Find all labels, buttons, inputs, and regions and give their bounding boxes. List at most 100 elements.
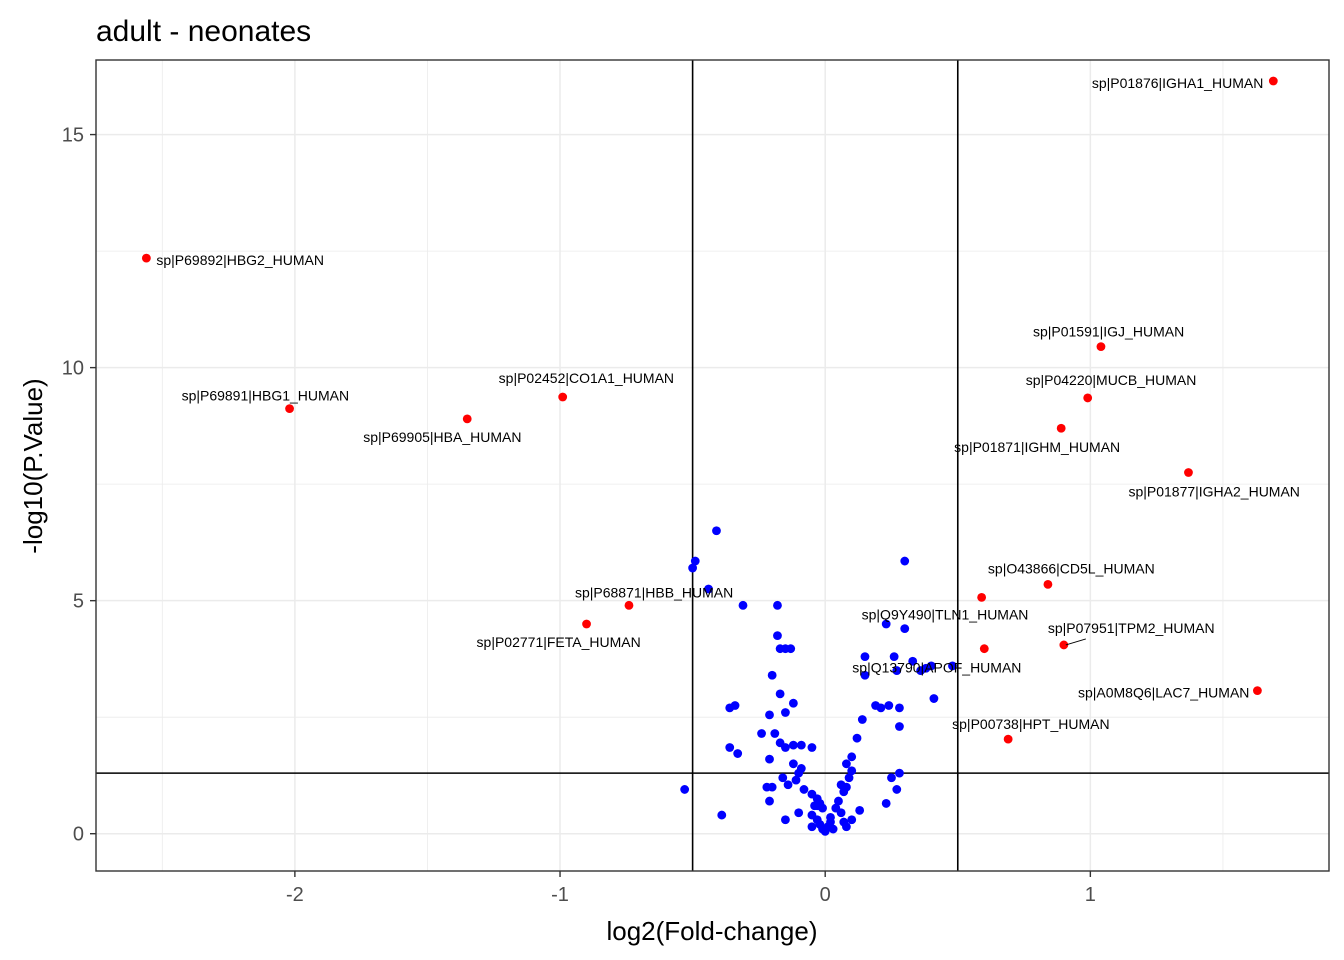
not-significant-point — [796, 740, 806, 750]
significant-point — [1059, 640, 1069, 650]
not-significant-point — [807, 822, 817, 832]
not-significant-point — [765, 754, 774, 764]
point-label: sp|Q9Y490|TLN1_HUMAN — [862, 606, 1029, 622]
not-significant-point — [767, 670, 777, 680]
not-significant-point — [836, 808, 846, 818]
not-significant-point — [757, 729, 766, 738]
chart-title: adult - neonates — [96, 15, 311, 48]
point-label: sp|P04220|MUCB_HUMAN — [1026, 372, 1197, 388]
not-significant-point — [852, 733, 862, 743]
point-label: sp|A0M8Q6|LAC7_HUMAN — [1078, 685, 1249, 701]
not-significant-point — [794, 768, 804, 778]
significant-point — [558, 392, 568, 402]
x-axis-title: log2(Fold-change) — [606, 916, 817, 946]
not-significant-point — [788, 759, 798, 769]
not-significant-point — [900, 556, 910, 566]
not-significant-point — [781, 743, 790, 752]
not-significant-point — [712, 526, 721, 536]
not-significant-point — [844, 773, 854, 783]
not-significant-point — [948, 661, 957, 671]
point-label: sp|Q13790|APOF_HUMAN — [852, 660, 1021, 676]
significant-point — [1096, 342, 1106, 352]
not-significant-point — [781, 815, 790, 825]
point-label: sp|P07951|TPM2_HUMAN — [1048, 620, 1215, 636]
not-significant-point — [839, 787, 849, 797]
point-label: sp|P69892|HBG2_HUMAN — [156, 252, 324, 268]
not-significant-point — [704, 584, 713, 594]
not-significant-point — [847, 766, 857, 776]
not-significant-point — [773, 631, 782, 641]
not-significant-point — [812, 801, 822, 811]
not-significant-point — [826, 812, 835, 822]
significant-point — [141, 253, 151, 263]
not-significant-point — [908, 656, 918, 666]
not-significant-point — [895, 768, 904, 778]
not-significant-point — [828, 824, 838, 834]
point-label: sp|P01871|IGHM_HUMAN — [954, 439, 1120, 455]
point-labels: sp|P01876|IGHA1_HUMAN sp|P69892|HBG2_HUMA… — [156, 75, 1300, 732]
point-label: sp|P01877|IGHA2_HUMAN — [1128, 483, 1299, 499]
not-significant-points — [680, 526, 957, 836]
y-tick-label: 5 — [73, 591, 84, 613]
not-significant-point — [892, 666, 902, 675]
not-significant-point — [887, 773, 896, 783]
not-significant-point — [855, 806, 865, 815]
not-significant-point — [807, 743, 817, 752]
not-significant-point — [889, 652, 899, 661]
point-label: sp|P01876|IGHA1_HUMAN — [1092, 75, 1263, 91]
y-tick-label: 15 — [62, 125, 84, 147]
not-significant-point — [767, 782, 777, 792]
significant-point — [624, 600, 634, 610]
significant-point — [285, 404, 294, 414]
point-label: sp|P02452|CO1A1_HUMAN — [499, 370, 674, 386]
not-significant-point — [876, 703, 886, 713]
significant-point — [1083, 393, 1093, 403]
not-significant-point — [881, 799, 891, 808]
x-tick-label: -1 — [551, 884, 569, 906]
point-label: sp|P69905|HBA_HUMAN — [363, 429, 521, 445]
not-significant-point — [725, 703, 735, 713]
point-label: sp|P00738|HPT_HUMAN — [952, 716, 1109, 732]
not-significant-point — [778, 773, 788, 783]
not-significant-point — [834, 796, 843, 806]
significant-point — [582, 619, 591, 629]
significant-point — [979, 644, 989, 654]
significant-point — [1184, 468, 1193, 477]
significant-point — [1043, 579, 1053, 589]
not-significant-point — [895, 703, 904, 713]
not-significant-point — [794, 808, 804, 818]
not-significant-point — [786, 644, 796, 654]
significant-point — [977, 593, 987, 602]
not-significant-point — [765, 796, 774, 806]
not-significant-point — [860, 670, 870, 680]
not-significant-point — [892, 785, 902, 794]
y-axis-title: -log10(P.Value) — [18, 378, 48, 553]
point-label: sp|P02771|FETA_HUMAN — [477, 634, 641, 650]
y-tick-label: 0 — [73, 824, 84, 846]
not-significant-point — [773, 600, 782, 610]
y-tick-label: 10 — [62, 358, 84, 380]
significant-point — [1056, 423, 1066, 433]
not-significant-point — [788, 698, 798, 708]
not-significant-point — [690, 556, 700, 566]
y-axis-ticks: 0 5 10 15 — [62, 125, 96, 846]
not-significant-point — [688, 563, 698, 573]
not-significant-point — [884, 701, 894, 710]
not-significant-point — [842, 822, 851, 832]
x-tick-label: -2 — [286, 884, 304, 906]
not-significant-point — [926, 661, 936, 671]
significant-point — [1268, 76, 1278, 86]
not-significant-point — [788, 740, 798, 750]
grid-lines — [96, 60, 1329, 871]
not-significant-point — [725, 743, 735, 752]
not-significant-point — [781, 708, 790, 717]
point-label: sp|P68871|HBB_HUMAN — [575, 584, 733, 600]
not-significant-point — [738, 600, 748, 610]
point-label: sp|P01591|IGJ_HUMAN — [1033, 324, 1184, 340]
x-axis-ticks: -2 -1 0 1 — [286, 871, 1096, 906]
not-significant-point — [929, 694, 939, 703]
not-significant-point — [717, 810, 727, 820]
not-significant-point — [765, 710, 774, 720]
not-significant-point — [680, 785, 690, 794]
x-tick-label: 0 — [820, 884, 831, 906]
